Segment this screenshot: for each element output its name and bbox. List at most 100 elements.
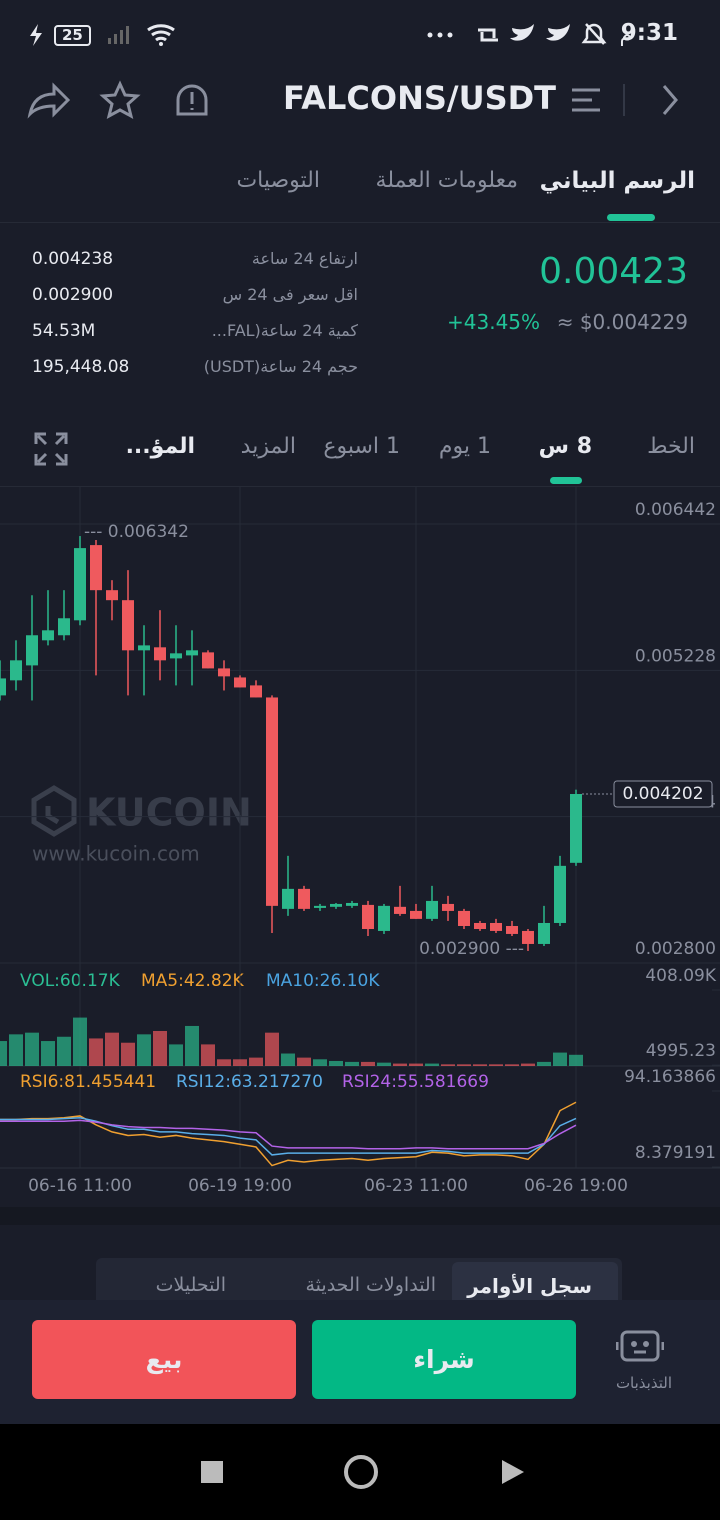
divider [0,1207,720,1225]
last-price-label: 0.004202 [622,784,703,804]
menu-button[interactable] [572,88,600,112]
x-tick-label: 06-16 11:00 [28,1176,132,1196]
stat-value: 54.53M [32,321,96,341]
volume-bar [505,1064,519,1066]
bot-icon[interactable] [616,1328,664,1368]
candle-body [106,590,118,601]
volume-bar [361,1061,375,1066]
interval-more[interactable]: المزيد [240,434,296,459]
volume-bar [249,1057,263,1066]
candle-body [474,922,486,930]
candle-body [426,900,438,919]
rsi-tick-label: 8.379191 [635,1143,716,1163]
volume-bar [345,1061,359,1066]
rsi-tick-label: 94.163866 [624,1067,716,1087]
ma10-label: MA10:26.10K [266,971,380,991]
watermark-brand: KUCOIN [86,791,252,835]
y-tick-label: 0.005228 [635,646,716,666]
candle-body [0,678,6,696]
candle-body [218,668,230,677]
interval-8h[interactable]: 8 س [538,434,592,459]
candle-body [378,905,390,931]
volume-bar [393,1063,407,1066]
rsi-label: RSI24:55.581669 [342,1072,489,1092]
volume-bar [185,1025,199,1066]
candle-body [282,888,294,909]
tab-coin-info[interactable]: معلومات العملة [375,168,518,193]
fullscreen-button[interactable] [34,432,68,466]
x-tick-label: 06-19 19:00 [188,1176,292,1196]
candle-body [186,650,198,656]
interval-1w[interactable]: 1 اسبوع [323,434,400,459]
clock-suffix: م [619,22,632,46]
watermark: KUCOIN www.kucoin.com [31,785,252,866]
tab-chart[interactable]: الرسم البياني [539,168,695,194]
candle-body [42,630,54,641]
candle-body [154,647,166,661]
volume-bar [153,1030,167,1066]
candle-body [346,902,358,906]
high-annotation: --- 0.006342 [84,522,189,542]
volume-bar [265,1032,279,1066]
volume-bar [201,1044,215,1066]
last-price: 0.00423 [539,251,688,292]
tab-recommendations[interactable]: التوصيات [236,168,320,193]
recents-button[interactable] [201,1461,223,1483]
volume-bar [41,1041,55,1066]
volume-bar [329,1060,343,1066]
y-tick-label: 0.006442 [635,500,716,520]
volume-bar [137,1034,151,1066]
candle-body [570,794,582,863]
volume-bar [377,1062,391,1066]
volume-bar [313,1059,327,1066]
candle-body [74,548,86,621]
alert-button[interactable] [176,84,208,116]
rsi-label: RSI6:81.455441 [20,1072,156,1092]
stat-value: 0.004238 [32,249,114,269]
rsi-line [0,1116,577,1156]
candle-body [26,635,38,666]
favorite-button[interactable] [99,80,141,119]
share-button[interactable] [27,82,71,119]
indicators-menu[interactable]: المؤ... [125,434,195,459]
tab-analysis[interactable]: التحليلات [155,1274,226,1296]
volume-bar [89,1038,103,1066]
next-button[interactable] [662,85,678,115]
status-icons [30,23,607,46]
interval-line[interactable]: الخط [647,434,695,459]
tab-recent-trades[interactable]: التداولات الحديثة [305,1274,436,1296]
candle-body [362,904,374,930]
volume-bar [537,1061,551,1066]
sell-button[interactable]: بيع [32,1320,296,1399]
stat-value: 195,448.08 [32,357,130,377]
interval-1d[interactable]: 1 يوم [438,434,491,459]
candle-body [234,677,246,688]
volume-bar [9,1034,23,1066]
volume-bar [457,1064,471,1066]
back-button[interactable] [502,1460,524,1484]
buy-button[interactable]: شراء [312,1320,576,1399]
volume-bar [489,1064,503,1066]
volume-bar [297,1057,311,1066]
volume-bar [425,1063,439,1066]
candle-body [90,545,102,591]
volume-bar [217,1059,231,1066]
battery: 25 [54,25,91,46]
bot-label[interactable]: التذبذبات [615,1374,672,1392]
stat-label: اقل سعر فى 24 س [222,285,358,304]
rsi-line [0,1119,577,1150]
rsi-line [0,1101,577,1167]
stat-value: 0.002900 [32,285,114,305]
volume-bar [521,1063,535,1066]
home-button[interactable] [344,1455,378,1489]
candle-body [538,922,550,944]
candle-body [138,645,150,651]
tab-order-book[interactable]: سجل الأوامر [467,1274,592,1298]
volume-bar [105,1032,119,1066]
volume-bar [281,1053,295,1066]
tab-underline [607,214,655,221]
volume-tick-label: 408.09K [645,966,716,986]
candle-body [522,930,534,944]
y-tick-label: 0.002800 [635,939,716,959]
clock: 9:31 [620,20,678,46]
